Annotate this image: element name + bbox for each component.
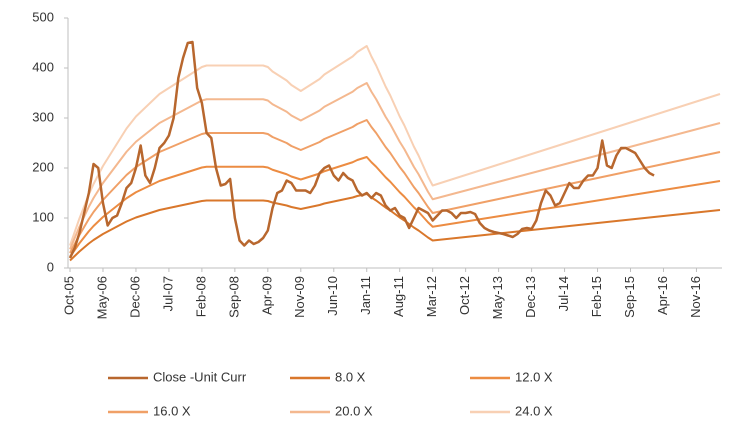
x-tick-label: Apr-09 [259,276,274,315]
series-line [69,45,721,246]
x-tick-label: Dec-13 [523,276,538,318]
x-tick-label: Sep-15 [622,276,637,318]
x-tick-label: Jun-10 [325,276,340,316]
x-tick-label: May-13 [490,276,505,319]
y-tick-label: 0 [47,259,54,274]
x-tick-label: Mar-12 [424,276,439,317]
x-tick-label: Apr-16 [655,276,670,315]
series-line [69,193,721,262]
x-tick-label: Nov-09 [292,276,307,318]
y-tick-label: 100 [32,209,54,224]
legend-label: 24.0 X [515,403,553,418]
y-tick-label: 500 [32,9,54,24]
series-line [69,156,721,258]
legend-label: Close -Unit Curr [153,369,247,384]
x-tick-label: Jul-07 [160,276,175,311]
x-tick-label: Jul-14 [556,276,571,311]
series-line [69,119,721,254]
x-tick-label: Dec-06 [127,276,142,318]
y-tick-label: 400 [32,59,54,74]
y-tick-label: 300 [32,109,54,124]
x-tick-label: Aug-11 [391,276,406,317]
series-line [69,82,721,250]
x-tick-label: Jan-11 [358,276,373,315]
x-tick-label: Oct-05 [61,276,76,315]
y-tick-label: 200 [32,159,54,174]
legend-label: 12.0 X [515,369,553,384]
legend-label: 8.0 X [335,369,366,384]
x-tick-label: Nov-16 [688,276,703,318]
x-tick-label: May-06 [94,276,109,319]
x-tick-label: Feb-08 [193,276,208,317]
legend-label: 20.0 X [335,403,373,418]
series-line [68,40,655,259]
legend-label: 16.0 X [153,403,191,418]
x-tick-label: Sep-08 [226,276,241,318]
x-tick-label: Oct-12 [457,276,472,315]
x-tick-label: Feb-15 [589,276,604,317]
